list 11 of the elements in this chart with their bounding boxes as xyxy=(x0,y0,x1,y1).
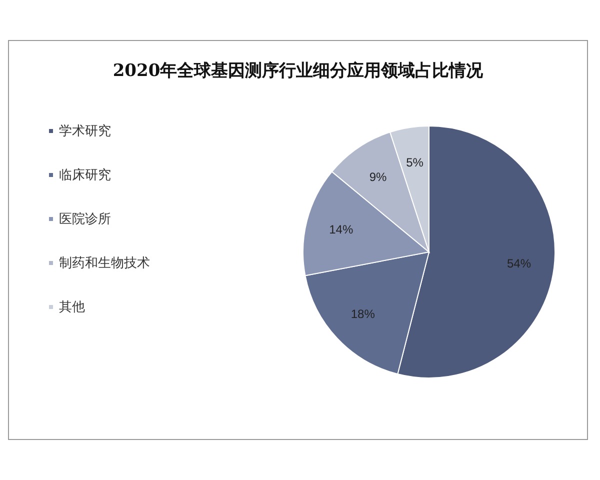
data-label: 18% xyxy=(350,307,376,322)
data-label: 14% xyxy=(329,222,354,236)
data-label: 54% xyxy=(506,256,532,270)
legend-label: 学术研究 xyxy=(59,123,111,140)
legend-label: 临床研究 xyxy=(59,167,111,184)
legend-label: 医院诊所 xyxy=(59,211,111,228)
data-label: 9% xyxy=(369,170,388,184)
chart-title: 2020年全球基因测序行业细分应用领域占比情况 xyxy=(112,60,484,82)
legend-label: 其他 xyxy=(59,299,85,316)
legend-label: 制药和生物技术 xyxy=(59,255,150,272)
data-label: 5% xyxy=(406,155,424,170)
